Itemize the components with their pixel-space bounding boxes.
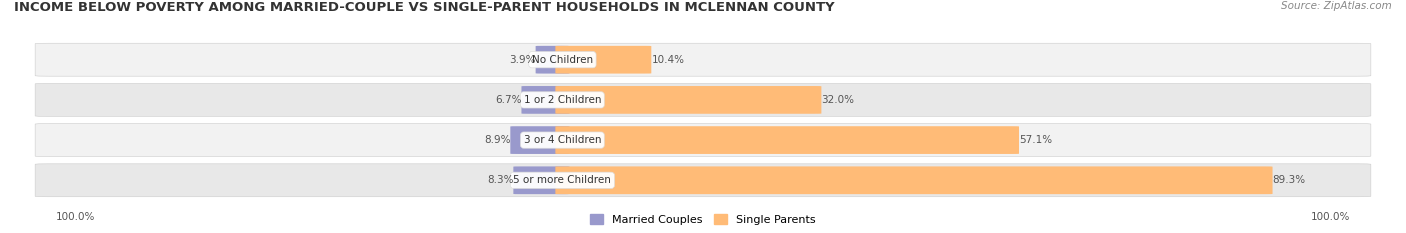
Text: INCOME BELOW POVERTY AMONG MARRIED-COUPLE VS SINGLE-PARENT HOUSEHOLDS IN MCLENNA: INCOME BELOW POVERTY AMONG MARRIED-COUPL… <box>14 1 835 14</box>
Text: 10.4%: 10.4% <box>651 55 685 65</box>
FancyBboxPatch shape <box>555 86 821 114</box>
FancyBboxPatch shape <box>35 164 1371 197</box>
FancyBboxPatch shape <box>522 86 569 114</box>
FancyBboxPatch shape <box>555 126 1019 154</box>
Text: 8.3%: 8.3% <box>486 175 513 185</box>
Text: 32.0%: 32.0% <box>821 95 855 105</box>
Legend: Married Couples, Single Parents: Married Couples, Single Parents <box>591 214 815 225</box>
FancyBboxPatch shape <box>510 126 569 154</box>
Text: 8.9%: 8.9% <box>484 135 510 145</box>
Text: 57.1%: 57.1% <box>1019 135 1052 145</box>
Text: 6.7%: 6.7% <box>495 95 522 105</box>
Text: 1 or 2 Children: 1 or 2 Children <box>523 95 602 105</box>
FancyBboxPatch shape <box>35 83 1371 116</box>
Text: 100.0%: 100.0% <box>1310 212 1350 222</box>
Text: 3 or 4 Children: 3 or 4 Children <box>523 135 602 145</box>
Text: No Children: No Children <box>531 55 593 65</box>
FancyBboxPatch shape <box>555 46 651 74</box>
Text: 89.3%: 89.3% <box>1272 175 1306 185</box>
FancyBboxPatch shape <box>35 43 1371 76</box>
FancyBboxPatch shape <box>536 46 569 74</box>
Text: Source: ZipAtlas.com: Source: ZipAtlas.com <box>1281 1 1392 11</box>
FancyBboxPatch shape <box>555 166 1272 194</box>
FancyBboxPatch shape <box>513 166 569 194</box>
Text: 5 or more Children: 5 or more Children <box>513 175 612 185</box>
Text: 3.9%: 3.9% <box>509 55 536 65</box>
Text: 100.0%: 100.0% <box>56 212 96 222</box>
FancyBboxPatch shape <box>35 124 1371 157</box>
